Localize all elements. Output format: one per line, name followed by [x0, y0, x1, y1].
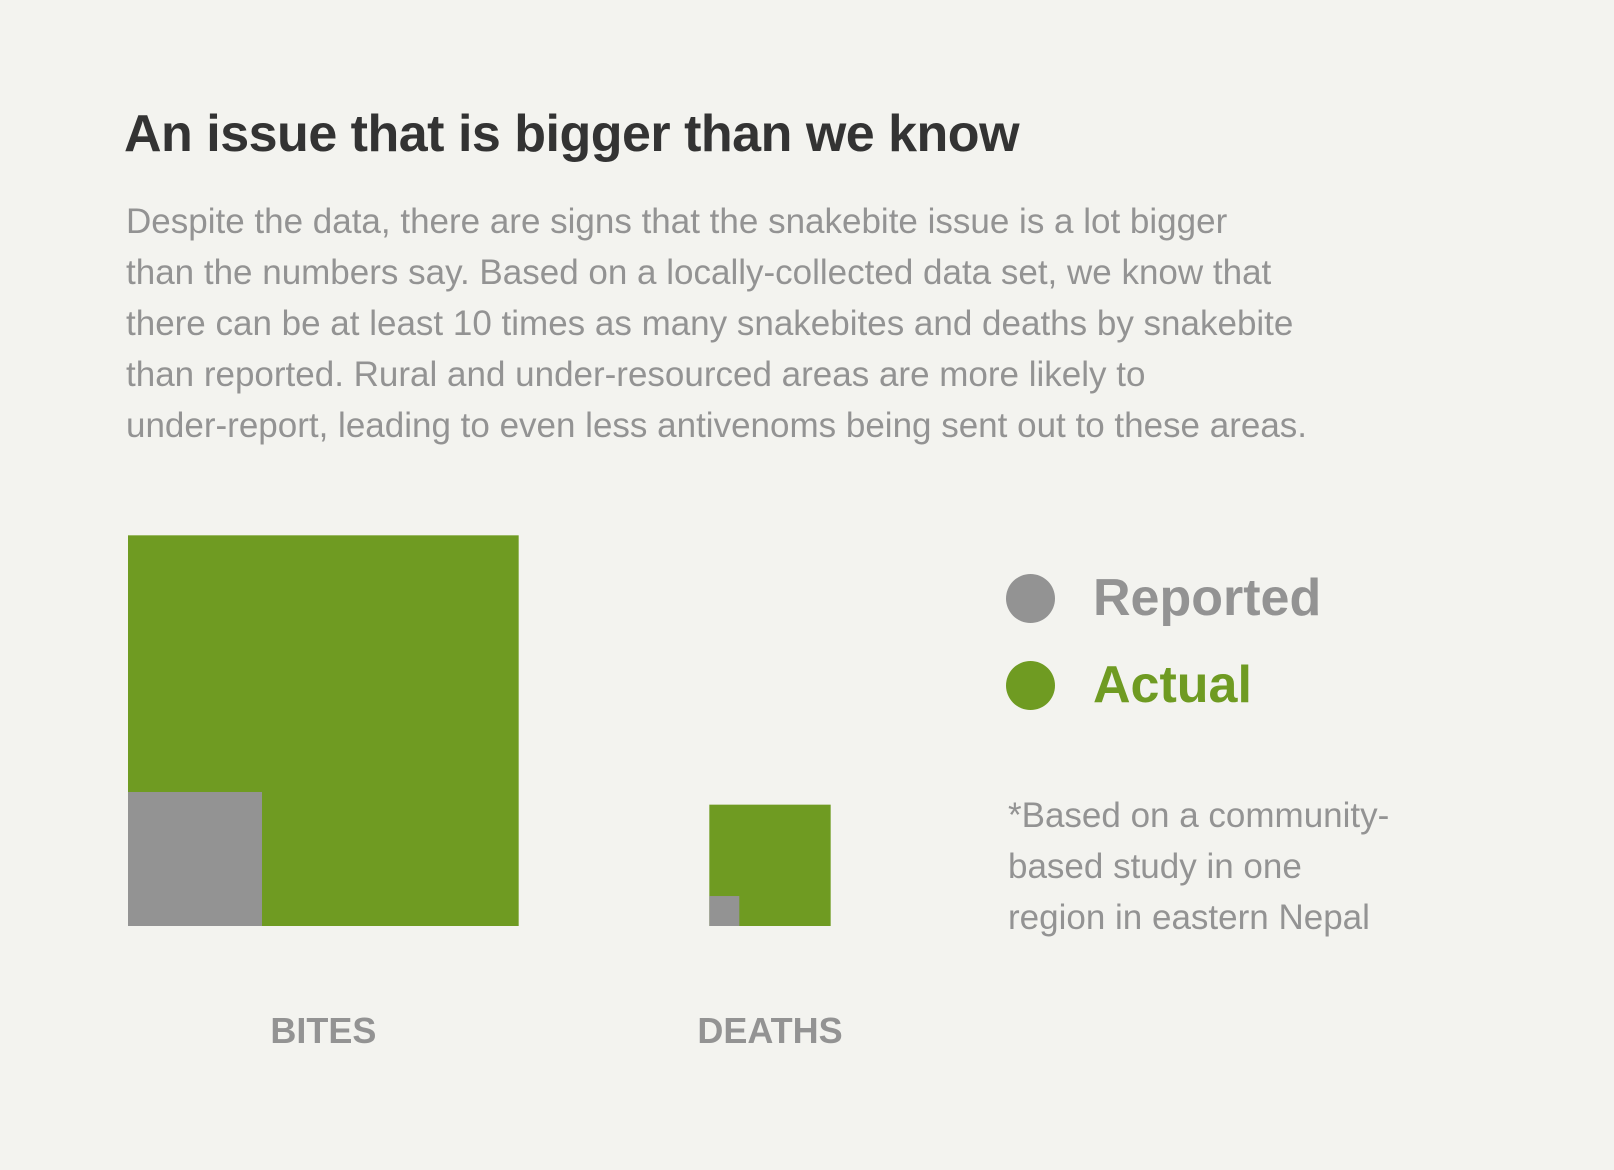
footnote: *Based on a community- based study in on…	[1008, 790, 1389, 943]
description-line: than the numbers say. Based on a locally…	[126, 253, 1272, 292]
description-line: under-report, leading to even less antiv…	[126, 406, 1308, 445]
footnote-line: based study in one	[1008, 847, 1302, 886]
description-line: Despite the data, there are signs that t…	[126, 202, 1228, 241]
legend-label-reported: Reported	[1093, 569, 1322, 627]
description-line: than reported. Rural and under-resourced…	[126, 355, 1146, 394]
reported-square-bites	[128, 792, 262, 926]
description: Despite the data, there are signs that t…	[126, 196, 1456, 451]
description-line: there can be at least 10 times as many s…	[126, 304, 1294, 343]
legend-marker-actual-icon	[1006, 660, 1055, 710]
legend-marker-reported-icon	[1006, 573, 1055, 623]
legend-item-reported: Reported	[1006, 568, 1321, 628]
category-label-deaths: DEATHS	[697, 1010, 842, 1051]
legend-item-actual: Actual	[1006, 655, 1252, 715]
footnote-line: *Based on a community-	[1008, 796, 1390, 835]
footnote-line: region in eastern Nepal	[1008, 898, 1370, 937]
legend-label-actual: Actual	[1093, 656, 1252, 714]
page-title: An issue that is bigger than we know	[124, 105, 1020, 163]
category-label-bites: BITES	[270, 1010, 376, 1051]
reported-square-deaths	[709, 896, 740, 926]
